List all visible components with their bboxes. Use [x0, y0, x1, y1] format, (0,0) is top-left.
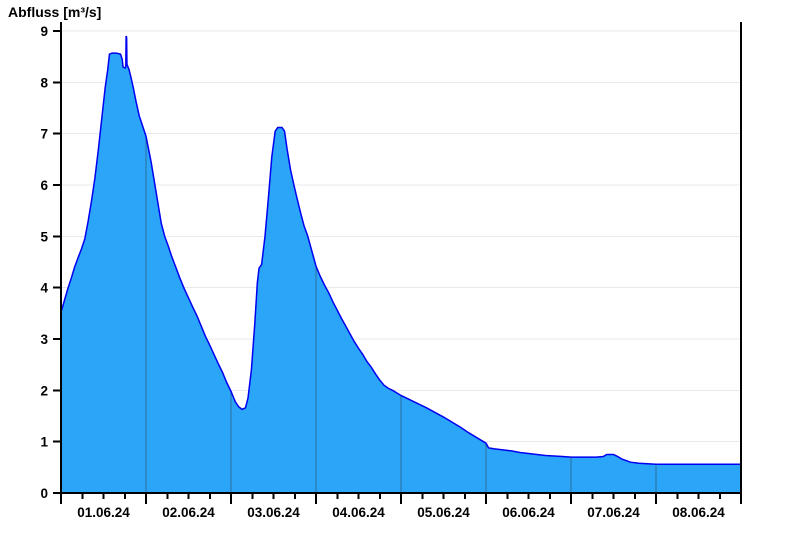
y-tick-label-4: 4 [40, 281, 48, 296]
x-tick-label-06.06.24: 06.06.24 [502, 505, 555, 520]
y-tick-label-5: 5 [40, 229, 48, 244]
y-tick-label-8: 8 [40, 75, 48, 90]
discharge-line [60, 35, 741, 465]
x-tick-label-01.06.24: 01.06.24 [77, 505, 130, 520]
x-tick-label-07.06.24: 07.06.24 [587, 505, 640, 520]
y-tick-label-0: 0 [40, 486, 48, 501]
y-tick-label-2: 2 [40, 383, 48, 398]
y-tick-label-3: 3 [40, 332, 48, 347]
x-tick-label-08.06.24: 08.06.24 [672, 505, 725, 520]
chart-title: Abfluss [m³/s] [8, 4, 102, 20]
x-tick-label-05.06.24: 05.06.24 [417, 505, 470, 520]
y-tick-label-9: 9 [40, 24, 48, 39]
x-tick-label-02.06.24: 02.06.24 [162, 505, 215, 520]
y-tick-label-6: 6 [40, 178, 48, 193]
y-tick-label-7: 7 [40, 127, 48, 142]
y-tick-label-1: 1 [40, 435, 48, 450]
x-tick-label-04.06.24: 04.06.24 [332, 505, 385, 520]
x-tick-label-03.06.24: 03.06.24 [247, 505, 300, 520]
